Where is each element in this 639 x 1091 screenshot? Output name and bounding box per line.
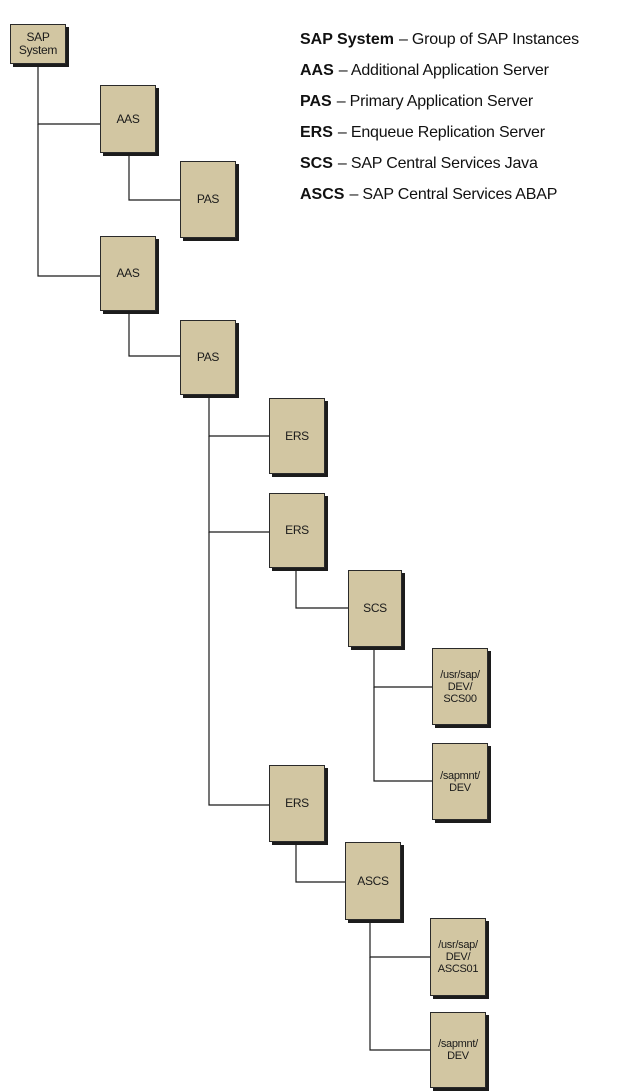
connector-system-aas1 [37, 64, 100, 125]
legend: SAP System – Group of SAP Instances AAS … [300, 24, 639, 210]
legend-term: AAS [300, 61, 334, 79]
node-ers-2: ERS [269, 493, 325, 568]
node-scs: SCS [348, 570, 402, 647]
connector-scs-sapmnt [373, 687, 432, 782]
connector-ers3-ascs [295, 842, 348, 883]
legend-description: – Enqueue Replication Server [337, 123, 545, 141]
legend-description: – Group of SAP Instances [398, 30, 579, 48]
legend-description: – Primary Application Server [336, 92, 533, 110]
node-usr-sap-dev-ascs01: /usr/sap/ DEV/ ASCS01 [430, 918, 486, 996]
legend-description: – SAP Central Services Java [337, 154, 538, 172]
node-ascs: ASCS [345, 842, 401, 920]
connector-ers2-scs [295, 568, 348, 609]
legend-row-sap-system: SAP System – Group of SAP Instances [300, 24, 639, 55]
connector-pas2-ers2 [208, 436, 269, 533]
connector-ascs-sapmnt [369, 957, 430, 1051]
node-pas-1: PAS [180, 161, 236, 238]
node-sapmnt-dev-1: /sapmnt/ DEV [432, 743, 488, 820]
node-ers-1: ERS [269, 398, 325, 474]
legend-description: – SAP Central Services ABAP [349, 185, 558, 203]
connector-aas1-pas1 [128, 153, 180, 201]
connector-aas2-pas2 [128, 311, 180, 357]
connector-pas2-ers1 [208, 395, 269, 437]
node-usr-sap-dev-scs00: /usr/sap/ DEV/ SCS00 [432, 648, 488, 725]
legend-term: PAS [300, 92, 332, 110]
legend-row-pas: PAS – Primary Application Server [300, 86, 639, 117]
node-pas-2: PAS [180, 320, 236, 395]
connector-pas2-ers3 [208, 532, 269, 806]
connector-scs-usrsap [373, 647, 432, 688]
legend-row-ascs: ASCS – SAP Central Services ABAP [300, 179, 639, 210]
legend-row-ers: ERS – Enqueue Replication Server [300, 117, 639, 148]
node-aas-2: AAS [100, 236, 156, 311]
legend-term: ERS [300, 123, 333, 141]
connector-ascs-usrsap [369, 920, 430, 958]
node-ers-3: ERS [269, 765, 325, 842]
node-sapmnt-dev-2: /sapmnt/ DEV [430, 1012, 486, 1088]
node-aas-1: AAS [100, 85, 156, 153]
connector-system-aas2 [37, 124, 100, 277]
legend-row-aas: AAS – Additional Application Server [300, 55, 639, 86]
legend-term: SCS [300, 154, 333, 172]
legend-term: ASCS [300, 185, 345, 203]
legend-description: – Additional Application Server [338, 61, 549, 79]
legend-row-scs: SCS – SAP Central Services Java [300, 148, 639, 179]
legend-term: SAP System [300, 30, 394, 48]
node-sap-system: SAP System [10, 24, 66, 64]
